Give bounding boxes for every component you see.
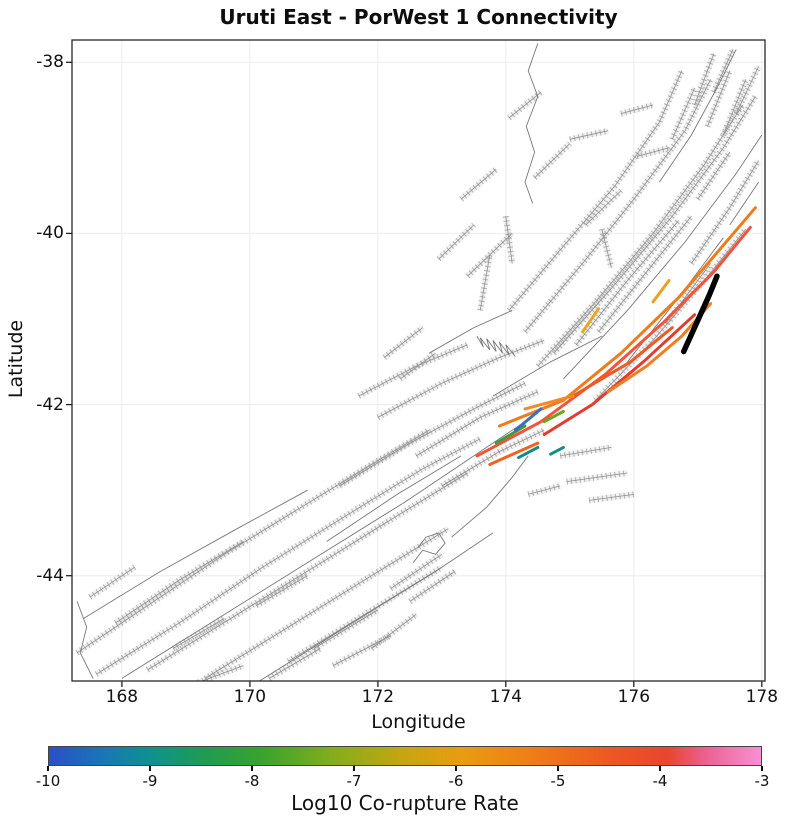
colorbar-tick-label: -3 — [754, 772, 770, 790]
x-tick-label: 174 — [489, 687, 523, 707]
y-tick-label: -40 — [36, 223, 64, 244]
x-tick-label: 172 — [361, 687, 395, 707]
y-tick-label: -42 — [36, 394, 64, 415]
x-tick-label: 168 — [105, 687, 139, 707]
colorbar-tick — [659, 766, 661, 771]
colorbar-tick-label: -7 — [346, 772, 362, 790]
colorbar-tick — [761, 766, 763, 771]
rupture-paths — [475, 206, 757, 466]
colorbar-tick — [455, 766, 457, 771]
plot-frame — [71, 39, 766, 682]
source-fault — [680, 273, 720, 355]
colorbar-tick-label: -9 — [142, 772, 158, 790]
colorbar-tick — [251, 766, 253, 771]
plot-area — [66, 39, 766, 687]
chart-title: Uruti East - PorWest 1 Connectivity — [219, 5, 618, 29]
x-tick-label: 176 — [617, 687, 651, 707]
y-tick-label: -38 — [36, 52, 64, 73]
colorbar-tick — [149, 766, 151, 771]
colorbar-tick-label: -10 — [35, 772, 61, 790]
y-tick-label: -44 — [36, 565, 64, 586]
fault-network — [75, 43, 763, 681]
colorbar-label: Log10 Co-rupture Rate — [291, 791, 519, 815]
colorbar-gradient — [49, 747, 761, 765]
colorbar-tick-label: -4 — [652, 772, 668, 790]
x-tick-label: 170 — [233, 687, 267, 707]
x-tick-label: 178 — [745, 687, 779, 707]
colorbar-tick-label: -5 — [550, 772, 566, 790]
colorbar-tick — [47, 766, 49, 771]
x-axis-label: Longitude — [371, 711, 466, 733]
colorbar-tick-label: -6 — [448, 772, 464, 790]
colorbar-tick-label: -8 — [244, 772, 260, 790]
colorbar — [48, 746, 762, 766]
colorbar-tick — [353, 766, 355, 771]
colorbar-tick — [557, 766, 559, 771]
axis-ticks — [66, 61, 763, 687]
